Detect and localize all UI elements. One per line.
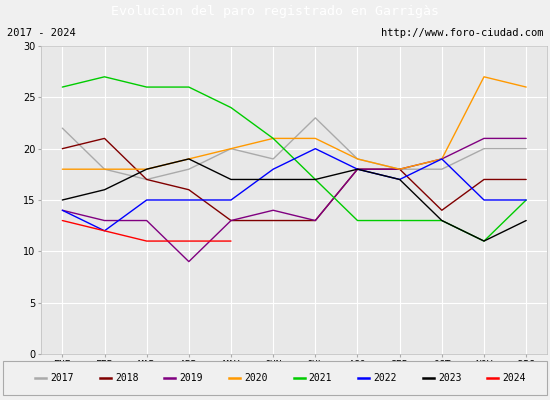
Text: http://www.foro-ciudad.com: http://www.foro-ciudad.com	[381, 28, 543, 38]
Text: 2021: 2021	[309, 373, 332, 383]
FancyBboxPatch shape	[3, 361, 547, 395]
Text: Evolucion del paro registrado en Garrigàs: Evolucion del paro registrado en Garrigà…	[111, 4, 439, 18]
Text: 2022: 2022	[373, 373, 397, 383]
Text: 2023: 2023	[438, 373, 461, 383]
Text: 2017: 2017	[50, 373, 74, 383]
Text: 2017 - 2024: 2017 - 2024	[7, 28, 75, 38]
Text: 2019: 2019	[179, 373, 203, 383]
Text: 2020: 2020	[244, 373, 267, 383]
Text: 2018: 2018	[115, 373, 138, 383]
Text: 2024: 2024	[503, 373, 526, 383]
